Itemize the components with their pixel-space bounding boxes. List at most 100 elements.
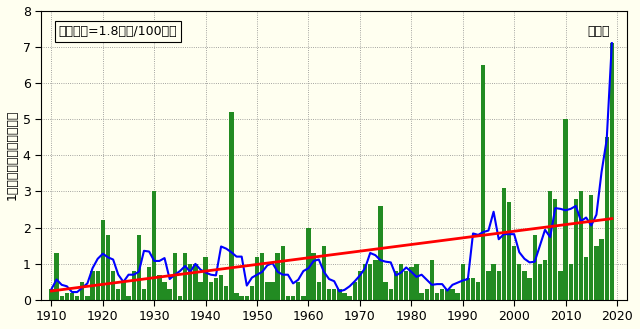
Bar	[502, 188, 506, 300]
Bar	[584, 257, 588, 300]
Bar	[209, 282, 213, 300]
Bar	[553, 199, 557, 300]
Bar	[394, 271, 398, 300]
Bar	[414, 264, 419, 300]
Bar	[383, 282, 388, 300]
Bar	[250, 286, 254, 300]
Bar	[322, 246, 326, 300]
Bar	[111, 271, 115, 300]
Bar	[579, 191, 583, 300]
Bar	[100, 220, 105, 300]
Bar	[573, 199, 578, 300]
Bar	[121, 282, 125, 300]
Bar	[471, 278, 476, 300]
Bar	[424, 289, 429, 300]
Bar	[563, 119, 568, 300]
Bar	[440, 289, 444, 300]
Bar	[131, 271, 136, 300]
Bar	[368, 264, 372, 300]
Bar	[142, 289, 146, 300]
Bar	[168, 289, 172, 300]
Bar	[260, 253, 264, 300]
Bar	[280, 246, 285, 300]
Bar	[188, 264, 193, 300]
Bar	[301, 296, 305, 300]
Bar	[296, 282, 300, 300]
Bar	[558, 271, 563, 300]
Bar	[476, 282, 481, 300]
Bar	[486, 271, 491, 300]
Bar	[178, 296, 182, 300]
Bar	[85, 296, 90, 300]
Bar	[610, 43, 614, 300]
Bar	[307, 228, 310, 300]
Bar	[219, 275, 223, 300]
Bar	[116, 289, 120, 300]
Bar	[600, 239, 604, 300]
Bar	[244, 296, 249, 300]
Bar	[70, 293, 74, 300]
Bar	[270, 282, 275, 300]
Bar	[60, 296, 64, 300]
Bar	[106, 235, 110, 300]
Bar	[445, 289, 449, 300]
Bar	[229, 112, 234, 300]
Bar	[353, 282, 357, 300]
Bar	[75, 296, 79, 300]
Bar	[543, 260, 547, 300]
Bar	[80, 282, 84, 300]
Bar	[265, 282, 269, 300]
Bar	[568, 264, 573, 300]
Bar	[54, 253, 59, 300]
Bar	[512, 246, 516, 300]
Bar	[409, 267, 413, 300]
Bar	[358, 271, 362, 300]
Bar	[312, 253, 316, 300]
Bar	[332, 289, 337, 300]
Bar	[183, 253, 188, 300]
Bar	[337, 289, 342, 300]
Bar	[234, 293, 239, 300]
Bar	[126, 296, 131, 300]
Bar	[399, 264, 403, 300]
Bar	[429, 260, 434, 300]
Bar	[224, 286, 228, 300]
Bar	[157, 275, 161, 300]
Bar	[65, 293, 69, 300]
Bar	[466, 278, 470, 300]
Bar	[378, 206, 383, 300]
Text: トレンド=1.8（日/100年）: トレンド=1.8（日/100年）	[59, 25, 177, 38]
Y-axis label: 1地点あたりの日数（日）: 1地点あたりの日数（日）	[6, 110, 19, 200]
Bar	[522, 271, 527, 300]
Bar	[163, 282, 167, 300]
Bar	[348, 296, 352, 300]
Bar	[193, 264, 198, 300]
Bar	[456, 293, 460, 300]
Bar	[435, 293, 439, 300]
Bar	[204, 257, 208, 300]
Bar	[285, 296, 290, 300]
Bar	[373, 260, 378, 300]
Bar	[517, 264, 522, 300]
Bar	[497, 271, 501, 300]
Bar	[255, 257, 259, 300]
Bar	[507, 202, 511, 300]
Bar	[90, 271, 95, 300]
Bar	[451, 289, 454, 300]
Bar	[527, 278, 532, 300]
Bar	[173, 253, 177, 300]
Bar	[198, 282, 203, 300]
Bar	[342, 293, 347, 300]
Bar	[363, 264, 367, 300]
Bar	[147, 267, 151, 300]
Bar	[548, 191, 552, 300]
Bar	[492, 264, 496, 300]
Text: 気象庁: 気象庁	[587, 25, 610, 38]
Bar	[317, 282, 321, 300]
Bar	[95, 271, 100, 300]
Bar	[419, 293, 424, 300]
Bar	[137, 235, 141, 300]
Bar	[461, 264, 465, 300]
Bar	[388, 289, 393, 300]
Bar	[239, 296, 244, 300]
